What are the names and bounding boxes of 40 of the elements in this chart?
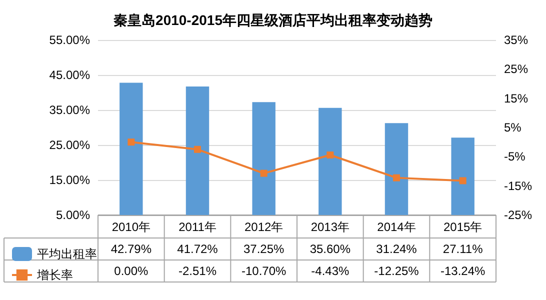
y2-tick-label: 25% — [504, 62, 528, 76]
y-tick-label: 45.00% — [49, 68, 90, 82]
y2-tick-label: 35% — [504, 33, 528, 47]
data-label: 0.00% — [114, 264, 149, 278]
y-tick-label: 5.00% — [56, 208, 90, 222]
data-label: -2.51% — [178, 264, 217, 278]
data-label: 41.72% — [177, 242, 218, 256]
data-label: -4.43% — [311, 264, 350, 278]
data-label: 35.60% — [310, 242, 351, 256]
y-tick-label: 35.00% — [49, 103, 90, 117]
point — [393, 174, 400, 182]
x-tick-label: 2015年 — [443, 220, 482, 234]
data-label: -10.70% — [241, 264, 287, 278]
legend-label: 增长率 — [36, 268, 73, 282]
y-tick-label: 25.00% — [49, 138, 90, 152]
data-label: -13.24% — [440, 264, 486, 278]
point — [459, 177, 466, 184]
y2-tick-label: 15% — [504, 91, 528, 106]
y-tick-label: 55.00% — [49, 33, 90, 47]
data-label: 27.11% — [442, 242, 484, 256]
data-label: -12.25% — [374, 264, 420, 278]
y2-tick-label: -25% — [504, 208, 532, 222]
data-label: 31.24% — [376, 242, 418, 256]
data-label: 42.79% — [110, 242, 152, 256]
point — [194, 146, 201, 153]
x-tick-label: 2010年 — [112, 220, 151, 234]
y2-tick-label: -15% — [504, 178, 532, 193]
x-tick-label: 2012年 — [244, 220, 284, 234]
data-label: 37.25% — [243, 242, 285, 256]
legend-label: 平均出租率 — [37, 247, 97, 261]
x-tick-label: 2011年 — [178, 220, 216, 234]
x-tick-label: 2013年 — [310, 220, 350, 234]
y-tick-label: 15.00% — [49, 173, 90, 187]
point — [128, 138, 135, 146]
x-tick-label: 2014年 — [377, 220, 416, 234]
y2-tick-label: 5% — [504, 120, 522, 134]
point — [326, 152, 334, 159]
y2-tick-label: -5% — [504, 150, 526, 164]
chart-title: 秦皇岛2010-2015年四星级酒店平均出租率变动趋势 — [114, 12, 432, 28]
point — [260, 170, 268, 177]
